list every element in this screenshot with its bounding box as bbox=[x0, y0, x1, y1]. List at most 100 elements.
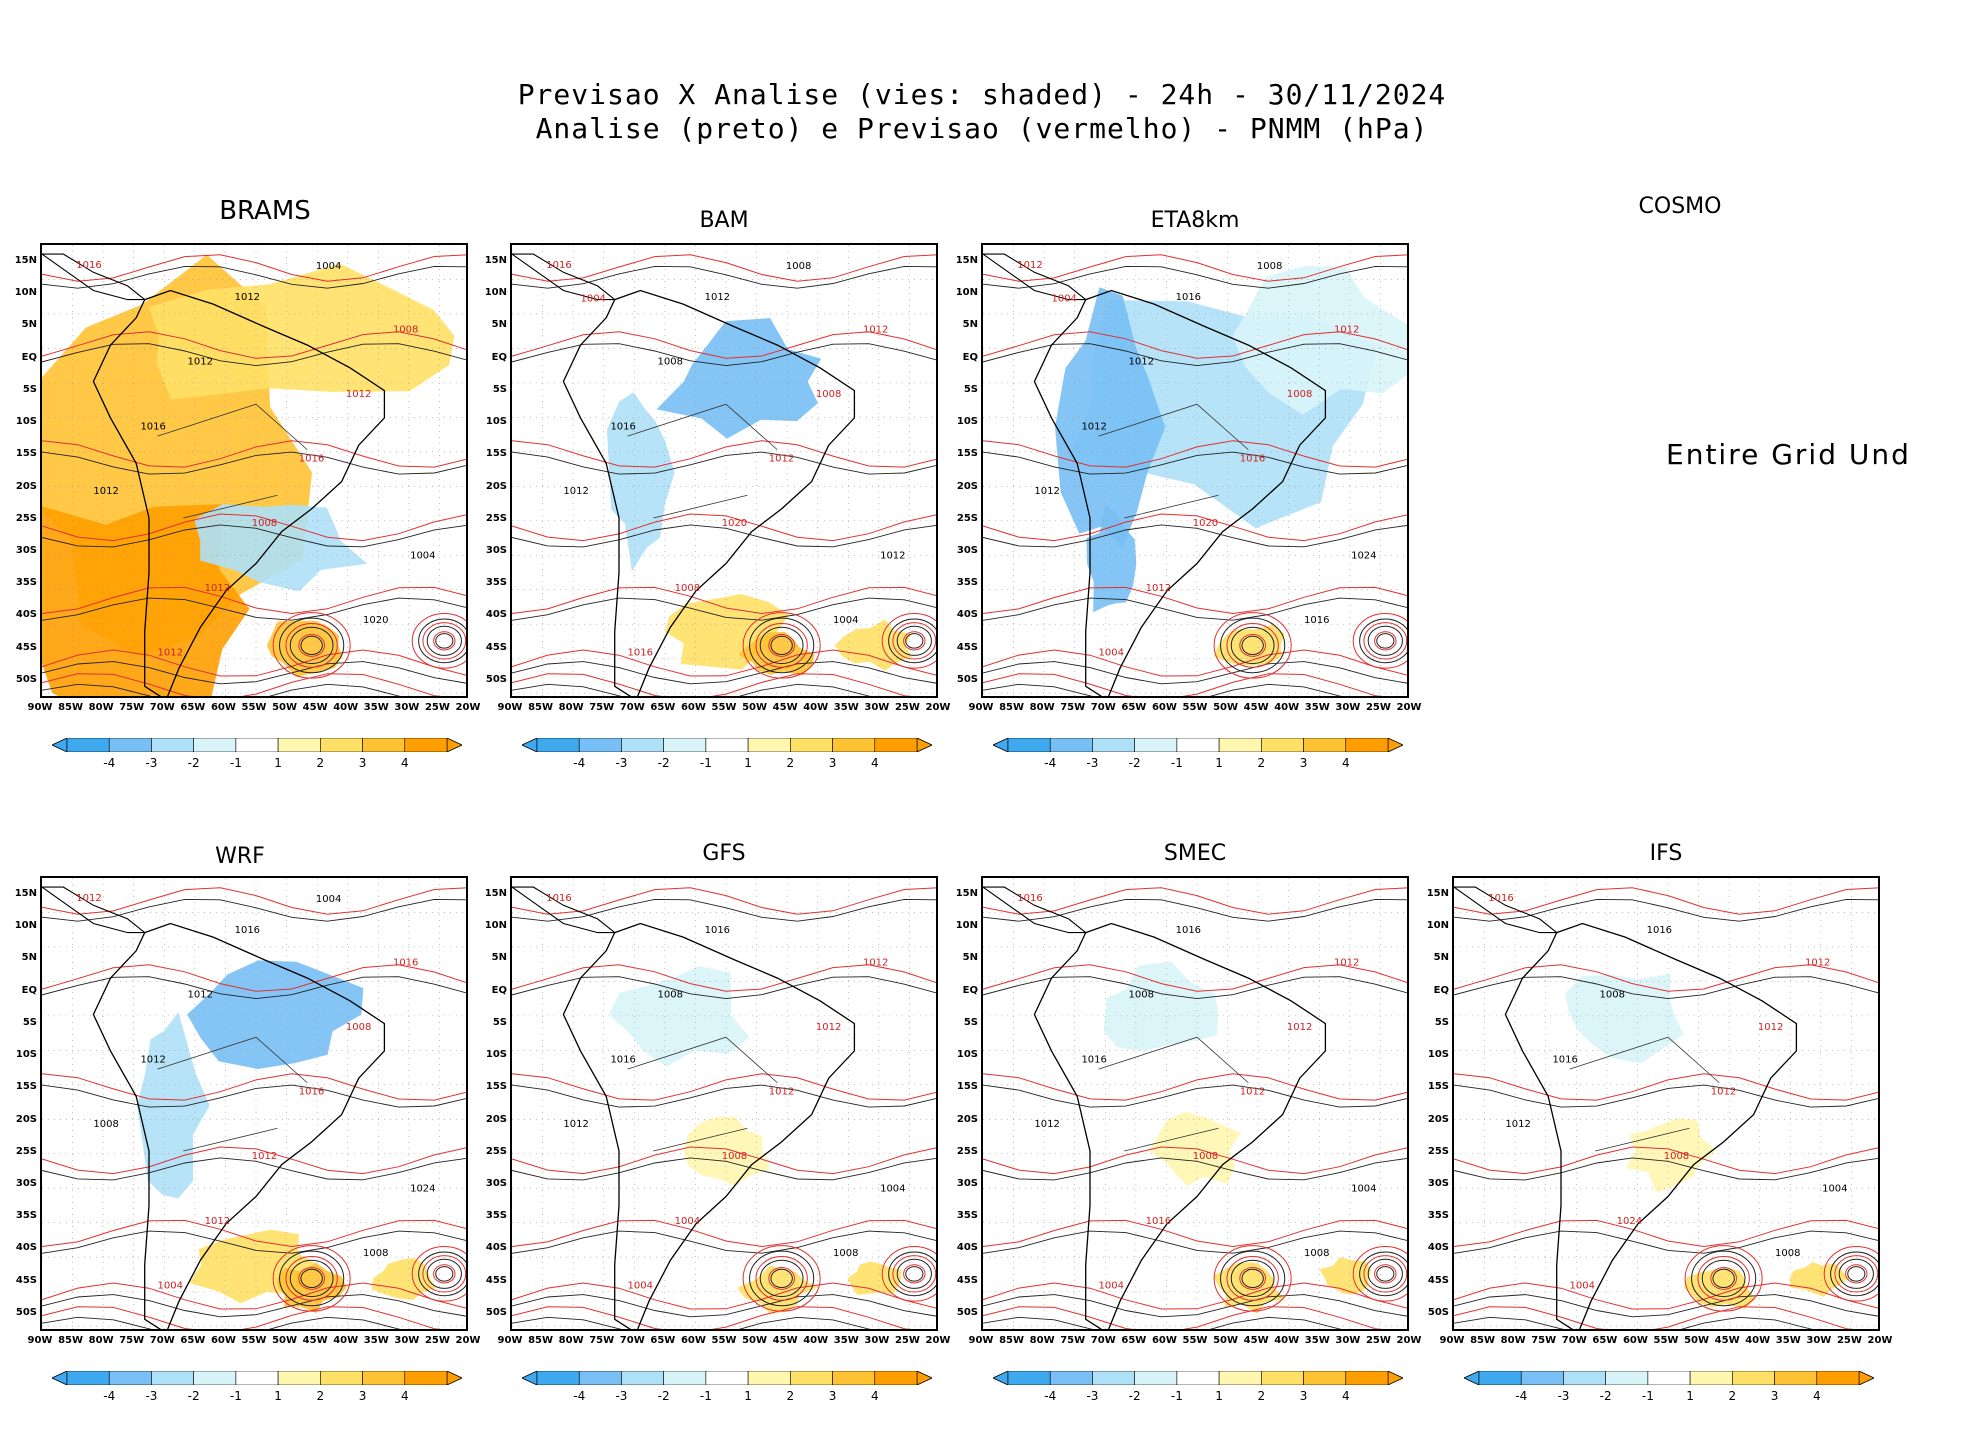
isobar-label: 1020 bbox=[722, 518, 747, 529]
colorbar-label: 4 bbox=[870, 756, 879, 770]
isobar-line bbox=[512, 265, 936, 289]
lat-tick-label: EQ bbox=[1433, 984, 1449, 996]
colorbar-swatch bbox=[446, 1371, 462, 1385]
low-pressure-contour bbox=[1220, 1250, 1286, 1307]
map-panel-bam: 1016 1012 1012 1008 1008 1016 1012 1012 1020 1012… bbox=[510, 243, 938, 698]
lat-tick-label: 10N bbox=[484, 287, 507, 299]
lon-tick-label: 80W bbox=[88, 702, 114, 713]
lon-tick-label: 90W bbox=[1439, 1335, 1465, 1346]
isobar-line bbox=[983, 254, 1407, 282]
isobar-line bbox=[512, 1294, 936, 1318]
lat-tick-label: 50S bbox=[485, 673, 507, 685]
lon-tick-label: 80W bbox=[1029, 1335, 1055, 1346]
low-pressure-contour bbox=[418, 1251, 466, 1297]
low-pressure-contour bbox=[279, 1250, 345, 1307]
colorbar-label: 2 bbox=[786, 1389, 795, 1403]
isobar-label: 1012 bbox=[346, 389, 371, 400]
colorbar-swatch bbox=[1816, 1371, 1860, 1385]
central-america-coastline bbox=[1454, 886, 1559, 934]
isobar-line bbox=[983, 1316, 1342, 1329]
isobar-line bbox=[42, 1219, 466, 1248]
south-america-coastline bbox=[1033, 289, 1327, 696]
low-pressure-contour bbox=[1838, 1258, 1874, 1289]
lon-tick-label: 75W bbox=[119, 702, 145, 713]
lat-tick-label: 15N bbox=[1426, 888, 1449, 899]
lon-tick-label: 60W bbox=[1151, 702, 1177, 713]
isobar-label: 1012 bbox=[769, 1087, 794, 1098]
isobar-label: 1012 bbox=[563, 486, 588, 497]
colorbar-swatch bbox=[747, 1371, 791, 1385]
lat-tick-label: 5S bbox=[492, 383, 507, 395]
lat-tick-label: 35S bbox=[485, 577, 507, 589]
south-america-coastline bbox=[92, 922, 386, 1329]
lon-tick-label: 35W bbox=[363, 702, 389, 713]
panel-title-gfs: GFS bbox=[702, 841, 746, 866]
isobar-line bbox=[1454, 898, 1878, 922]
lon-tick-label: 65W bbox=[1592, 1335, 1618, 1346]
map-panel-gfs: 1016 1016 1012 1008 1012 1016 1012 1012 1008 1004… bbox=[510, 876, 938, 1331]
country-borders bbox=[627, 403, 778, 519]
colorbar-swatch bbox=[1774, 1371, 1818, 1385]
colorbar-swatch bbox=[277, 1371, 321, 1385]
lon-tick-label: 55W bbox=[1653, 1335, 1679, 1346]
colorbar-swatch bbox=[790, 738, 833, 752]
lat-tick-label: EQ bbox=[962, 351, 978, 363]
lat-tick-label: 30S bbox=[956, 545, 978, 556]
lon-tick-label: 30W bbox=[1806, 1335, 1832, 1346]
low-pressure-contour bbox=[289, 1259, 334, 1298]
isobar-line bbox=[1454, 1219, 1878, 1248]
lon-tick-label: 65W bbox=[180, 1335, 206, 1346]
isobar-line bbox=[42, 898, 466, 922]
isobar-label: 1012 bbox=[188, 990, 213, 1001]
colorbar-swatch bbox=[1303, 738, 1347, 752]
low-pressure-contour bbox=[1712, 1268, 1735, 1288]
lat-tick-label: 15S bbox=[485, 448, 507, 460]
low-pressure-contour bbox=[426, 1258, 462, 1289]
colorbar bbox=[1464, 1371, 1874, 1385]
low-pressure-contour bbox=[1845, 1264, 1868, 1284]
lat-tick-label: 15S bbox=[956, 448, 978, 460]
low-pressure-contour bbox=[1363, 1255, 1407, 1293]
isobar-line bbox=[42, 661, 466, 685]
colorbar-label: 1 bbox=[1215, 756, 1223, 770]
isobar-label: 1016 bbox=[1488, 893, 1513, 904]
low-pressure-contour bbox=[279, 617, 345, 674]
south-america-coastline bbox=[562, 289, 856, 696]
colorbar-swatch bbox=[1007, 1371, 1051, 1385]
lon-tick-label: 90W bbox=[968, 1335, 994, 1346]
lat-tick-label: 45S bbox=[956, 641, 978, 653]
isobar-label: 1020 bbox=[1193, 518, 1218, 529]
panel-title-eta8km: ETA8km bbox=[1150, 208, 1240, 233]
lat-tick-label: 10N bbox=[14, 287, 37, 299]
colorbar-swatch bbox=[66, 738, 110, 752]
isobar-label: 1012 bbox=[140, 1054, 165, 1065]
isobar-label: 1012 bbox=[1034, 1119, 1059, 1130]
colorbar-swatch bbox=[536, 1371, 580, 1385]
lon-tick-label: 40W bbox=[333, 702, 359, 713]
lon-tick-label: 20W bbox=[925, 702, 951, 713]
isobar-label: 1008 bbox=[658, 357, 683, 368]
isobar-label: 1016 bbox=[393, 957, 418, 968]
low-pressure-contour bbox=[742, 1245, 821, 1312]
isobar-line bbox=[512, 451, 936, 475]
lon-tick-label: 70W bbox=[619, 1335, 645, 1346]
lon-tick-label: 35W bbox=[833, 702, 859, 713]
isobar-line bbox=[42, 887, 466, 915]
isobar-line bbox=[42, 440, 466, 468]
south-america-coastline bbox=[1504, 922, 1798, 1329]
isobar-line bbox=[983, 331, 1407, 359]
low-pressure-contour bbox=[411, 613, 466, 669]
colorbar-swatch bbox=[536, 738, 580, 752]
isobar-line bbox=[512, 1073, 936, 1101]
colorbar-label: -1 bbox=[699, 1389, 712, 1403]
map-svg: 1012 1016 1012 1012 1008 1012 1016 1012 1020 1024… bbox=[983, 245, 1407, 696]
central-america-coastline bbox=[512, 253, 617, 301]
isobar-line bbox=[512, 1306, 911, 1329]
colorbar-label: 1 bbox=[1686, 1389, 1694, 1403]
lat-tick-label: 5S bbox=[22, 1016, 37, 1028]
colorbar-swatch bbox=[1092, 738, 1135, 752]
isobar-line bbox=[983, 1230, 1407, 1254]
isobar-label: 1004 bbox=[410, 550, 435, 561]
isobar-line bbox=[42, 1306, 441, 1329]
colorbar-swatch bbox=[277, 738, 321, 752]
